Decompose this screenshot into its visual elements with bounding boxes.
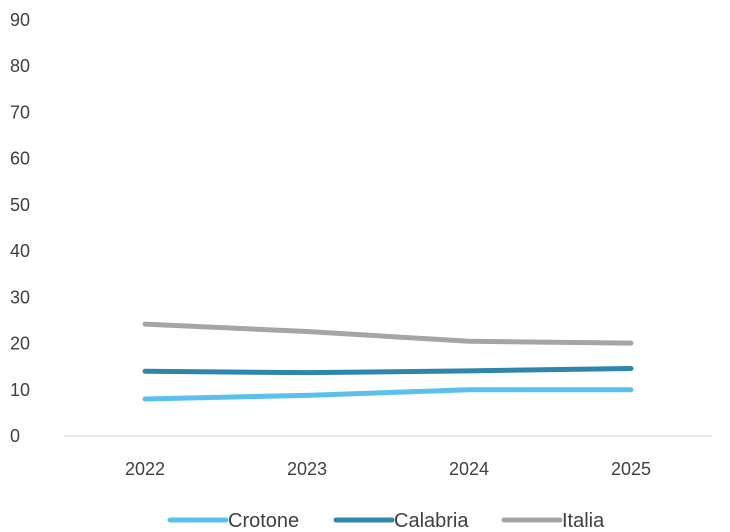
- x-tick-label: 2025: [611, 459, 651, 479]
- y-tick-label: 10: [10, 380, 30, 400]
- y-tick-label: 70: [10, 102, 30, 122]
- legend: Crotone Calabria Italia: [167, 510, 605, 532]
- x-tick-label: 2022: [125, 459, 165, 479]
- y-tick-label: 0: [10, 426, 20, 446]
- series-line-calabria: [142, 366, 634, 376]
- y-tick-label: 30: [10, 287, 30, 307]
- y-tick-label: 80: [10, 56, 30, 76]
- series-line-italia: [142, 321, 634, 346]
- y-tick-label: 60: [10, 149, 30, 169]
- y-tick-label: 40: [10, 241, 30, 261]
- series-line-crotone: [142, 387, 634, 402]
- series-lines: [142, 321, 634, 402]
- legend-label-crotone: Crotone: [228, 510, 299, 532]
- x-tick-label: 2024: [449, 459, 489, 479]
- y-tick-label: 90: [10, 10, 30, 30]
- y-axis-tick-labels: 0 10 20 30 40 50 60 70 80 90: [10, 10, 30, 446]
- legend-label-italia: Italia: [562, 510, 605, 532]
- y-tick-label: 20: [10, 334, 30, 354]
- x-tick-label: 2023: [287, 459, 327, 479]
- y-tick-label: 50: [10, 195, 30, 215]
- x-axis-tick-labels: 2022 2023 2024 2025: [125, 459, 651, 479]
- legend-label-calabria: Calabria: [394, 510, 469, 532]
